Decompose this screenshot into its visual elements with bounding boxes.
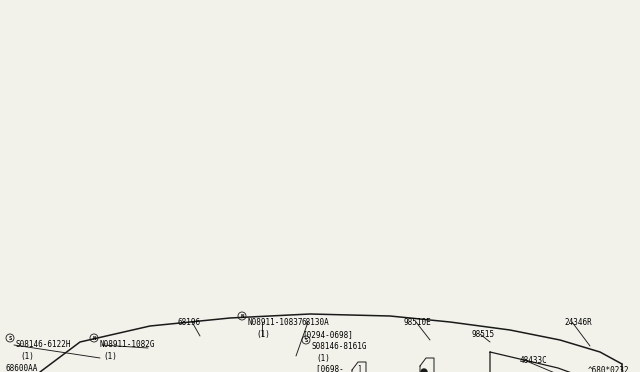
Text: 48433C: 48433C [520, 356, 548, 365]
Text: 24346R: 24346R [564, 318, 592, 327]
Text: S08146-8161G: S08146-8161G [312, 342, 367, 351]
Text: (1): (1) [20, 352, 34, 361]
Text: S: S [305, 337, 308, 343]
Text: 68196: 68196 [178, 318, 201, 327]
Text: N: N [241, 314, 244, 318]
Text: ^680*0232: ^680*0232 [588, 366, 630, 372]
Text: S: S [8, 336, 12, 340]
Text: 68600AA: 68600AA [6, 364, 38, 372]
Text: S08146-6122H: S08146-6122H [16, 340, 72, 349]
Circle shape [421, 369, 427, 372]
Text: (1): (1) [256, 330, 270, 339]
Text: 98510E: 98510E [404, 318, 432, 327]
Text: N08911-1082G: N08911-1082G [100, 340, 156, 349]
Text: [0294-0698]: [0294-0698] [302, 330, 353, 339]
Text: 98515: 98515 [472, 330, 495, 339]
Text: (1): (1) [316, 354, 330, 363]
Text: (1): (1) [103, 352, 117, 361]
Text: N: N [92, 336, 95, 340]
Text: N08911-10837: N08911-10837 [248, 318, 303, 327]
Text: [0698-   ]: [0698- ] [316, 364, 362, 372]
Text: 68130A: 68130A [302, 318, 330, 327]
